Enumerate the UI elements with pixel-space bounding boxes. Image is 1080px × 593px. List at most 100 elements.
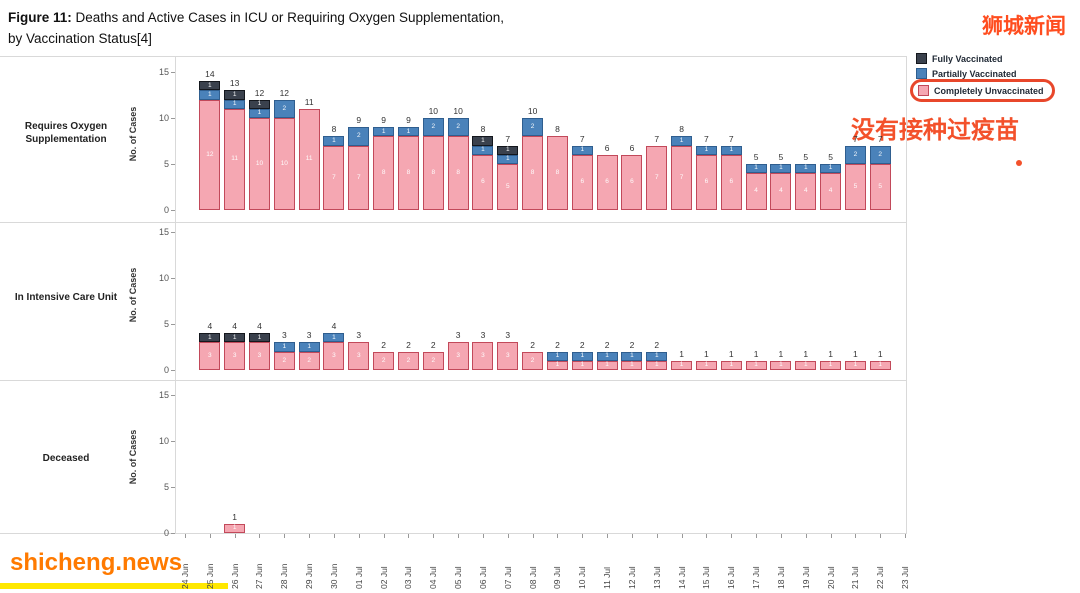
bar-segment-u[interactable]: 1 (546, 360, 568, 370)
bar-segment-f[interactable]: 1 (224, 333, 246, 343)
bar-segment-u[interactable]: 11 (224, 108, 246, 210)
stacked-bar[interactable]: 2 (422, 351, 444, 370)
bar-segment-f[interactable]: 1 (248, 99, 270, 109)
bar-segment-u[interactable]: 6 (472, 154, 494, 210)
stacked-bar[interactable]: 10 2 (273, 99, 295, 210)
bar-segment-p[interactable]: 2 (869, 145, 891, 164)
bar-segment-u[interactable]: 7 (671, 145, 693, 210)
bar-segment-u[interactable]: 7 (323, 145, 345, 210)
stacked-bar[interactable]: 6 (621, 154, 643, 210)
bar-segment-p[interactable]: 1 (273, 342, 295, 352)
bar-segment-u[interactable]: 1 (646, 360, 668, 370)
bar-segment-p[interactable]: 1 (770, 164, 792, 174)
bar-segment-u[interactable]: 4 (820, 173, 842, 210)
stacked-bar[interactable]: 1 (745, 360, 767, 370)
bar-segment-u[interactable]: 2 (522, 351, 544, 370)
bar-segment-f[interactable]: 1 (224, 90, 246, 100)
bar-segment-p[interactable]: 1 (820, 164, 842, 174)
bar-segment-u[interactable]: 10 (248, 118, 270, 210)
bar-segment-u[interactable]: 1 (795, 360, 817, 370)
bar-segment-p[interactable]: 1 (199, 90, 221, 100)
stacked-bar[interactable]: 3 (497, 342, 519, 370)
bar-segment-p[interactable]: 1 (571, 145, 593, 155)
bar-segment-u[interactable]: 1 (820, 360, 842, 370)
legend-item-fully-vaccinated[interactable]: Fully Vaccinated (916, 52, 1046, 65)
bar-segment-u[interactable]: 1 (671, 360, 693, 370)
bar-segment-p[interactable]: 1 (224, 99, 246, 109)
bar-segment-u[interactable]: 2 (397, 351, 419, 370)
bar-segment-u[interactable]: 3 (224, 342, 246, 370)
stacked-bar[interactable]: 11 (298, 108, 320, 210)
bar-segment-f[interactable]: 1 (472, 136, 494, 146)
bar-segment-p[interactable]: 2 (273, 99, 295, 118)
bar-segment-f[interactable]: 1 (199, 81, 221, 91)
bar-segment-u[interactable]: 10 (273, 118, 295, 210)
bar-segment-p[interactable]: 1 (472, 145, 494, 155)
stacked-bar[interactable]: 1 (720, 360, 742, 370)
bar-segment-f[interactable]: 1 (248, 333, 270, 343)
bar-segment-u[interactable]: 6 (621, 154, 643, 210)
bar-segment-u[interactable]: 2 (273, 351, 295, 370)
legend-item-partially-vaccinated[interactable]: Partially Vaccinated (916, 67, 1046, 80)
bar-segment-u[interactable]: 5 (869, 164, 891, 210)
bar-segment-u[interactable]: 6 (695, 154, 717, 210)
stacked-bar[interactable]: 1 (224, 523, 246, 533)
stacked-bar[interactable]: 3 (447, 342, 469, 370)
bar-segment-u[interactable]: 3 (497, 342, 519, 370)
stacked-bar[interactable]: 8 (546, 136, 568, 210)
bar-segment-p[interactable]: 1 (671, 136, 693, 146)
stacked-bar[interactable]: 12 1 1 (199, 81, 221, 210)
bar-segment-u[interactable]: 3 (199, 342, 221, 370)
bar-segment-p[interactable]: 1 (745, 164, 767, 174)
bar-segment-u[interactable]: 7 (646, 145, 668, 210)
stacked-bar[interactable]: 3 (472, 342, 494, 370)
bar-segment-p[interactable]: 1 (323, 333, 345, 343)
bar-segment-p[interactable]: 1 (497, 154, 519, 164)
bar-segment-u[interactable]: 3 (248, 342, 270, 370)
stacked-bar[interactable]: 1 (671, 360, 693, 370)
bar-segment-u[interactable]: 2 (298, 351, 320, 370)
bar-segment-u[interactable]: 3 (348, 342, 370, 370)
bar-segment-u[interactable]: 1 (844, 360, 866, 370)
bar-segment-u[interactable]: 8 (397, 136, 419, 210)
bar-segment-u[interactable]: 3 (447, 342, 469, 370)
bar-segment-p[interactable]: 1 (695, 145, 717, 155)
bar-segment-u[interactable]: 7 (348, 145, 370, 210)
stacked-bar[interactable]: 10 1 1 (248, 99, 270, 210)
legend-item-completely-unvaccinated[interactable]: Completely Unvaccinated (910, 79, 1055, 102)
bar-segment-p[interactable]: 1 (397, 127, 419, 137)
bar-segment-u[interactable]: 1 (695, 360, 717, 370)
stacked-bar[interactable]: 1 (770, 360, 792, 370)
bar-segment-u[interactable]: 1 (224, 523, 246, 533)
bar-segment-u[interactable]: 12 (199, 99, 221, 210)
bar-segment-p[interactable]: 2 (844, 145, 866, 164)
bar-segment-p[interactable]: 1 (248, 108, 270, 118)
bar-segment-u[interactable]: 3 (323, 342, 345, 370)
bar-segment-u[interactable]: 6 (596, 154, 618, 210)
bar-segment-p[interactable]: 2 (447, 118, 469, 137)
bar-segment-p[interactable]: 1 (323, 136, 345, 146)
bar-segment-u[interactable]: 2 (422, 351, 444, 370)
bar-segment-u[interactable]: 4 (745, 173, 767, 210)
bar-segment-u[interactable]: 4 (770, 173, 792, 210)
